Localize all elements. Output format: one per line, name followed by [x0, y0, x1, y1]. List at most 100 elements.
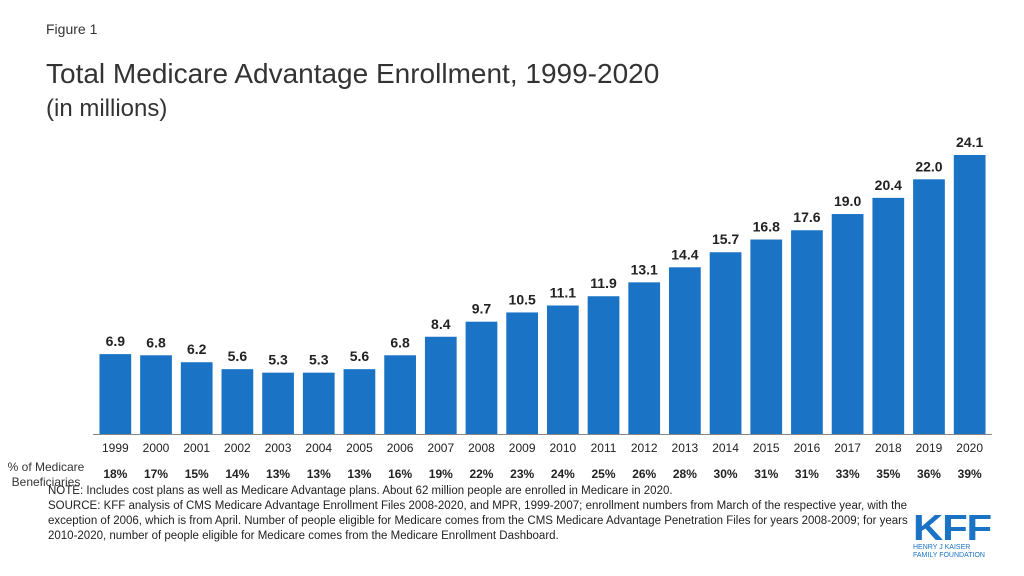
value-label-2005: 5.6 [350, 348, 370, 364]
x-tick-label-2001: 2001 [183, 441, 210, 455]
kff-logo: KFF HENRY J KAISER FAMILY FOUNDATION [913, 510, 992, 559]
value-label-2011: 11.9 [590, 275, 617, 291]
x-tick-label-2006: 2006 [387, 441, 414, 455]
value-label-2010: 11.1 [550, 284, 577, 300]
percent-label-2020: 39% [958, 467, 982, 481]
source-text: SOURCE: KFF analysis of CMS Medicare Adv… [48, 500, 908, 542]
chart-subtitle: (in millions) [46, 95, 168, 122]
percent-label-2014: 30% [714, 467, 738, 481]
note-text: NOTE: Includes cost plans as well as Med… [48, 485, 673, 497]
x-tick-label-2007: 2007 [427, 441, 454, 455]
percent-label-2004: 13% [307, 467, 331, 481]
value-label-2019: 22.0 [915, 158, 942, 174]
bar-2010 [546, 305, 579, 434]
percent-label-2010: 24% [551, 467, 575, 481]
logo-wordmark: KFF [913, 510, 991, 548]
x-tick-label-2010: 2010 [549, 441, 576, 455]
bar-chart: 6.9 1999 18% 6.8 2000 17% 6.2 2001 15% 5.6 2002 14%… [93, 134, 992, 481]
bar-2000 [140, 355, 172, 434]
percent-label-2001: 15% [185, 467, 209, 481]
value-label-2007: 8.4 [431, 316, 451, 332]
percent-row-label-line1: % of Medicare [7, 460, 85, 474]
percent-label-2012: 26% [632, 467, 656, 481]
bar-2004 [302, 372, 335, 434]
percent-label-2017: 33% [836, 467, 860, 481]
percent-label-2016: 31% [795, 467, 819, 481]
percent-label-2011: 25% [592, 467, 616, 481]
footnotes: NOTE: Includes cost plans as well as Med… [48, 484, 908, 544]
percent-row-label: % of Medicare Beneficiaries [0, 460, 92, 490]
percent-label-2015: 31% [754, 467, 778, 481]
bar-1999 [99, 354, 132, 434]
x-tick-label-2009: 2009 [509, 441, 536, 455]
x-tick-label-2000: 2000 [143, 441, 170, 455]
percent-label-2013: 28% [673, 467, 697, 481]
percent-label-2009: 23% [510, 467, 534, 481]
x-tick-label-1999: 1999 [102, 441, 129, 455]
x-tick-label-2005: 2005 [346, 441, 373, 455]
bar-2011 [587, 296, 620, 434]
x-tick-label-2003: 2003 [265, 441, 292, 455]
value-label-2012: 13.1 [631, 261, 658, 277]
bar-2016 [791, 230, 823, 434]
percent-label-2007: 19% [429, 467, 453, 481]
bar-2013 [669, 267, 701, 434]
chart-title: Total Medicare Advantage Enrollment, 199… [46, 58, 660, 89]
percent-row-label-line2: Beneficiaries [11, 475, 81, 489]
value-label-2015: 16.8 [753, 219, 780, 235]
x-tick-label-2013: 2013 [672, 441, 699, 455]
value-label-2020: 24.1 [956, 134, 983, 150]
bar-2019 [913, 179, 945, 434]
percent-label-1999: 18% [103, 467, 127, 481]
value-label-2006: 6.8 [390, 334, 410, 350]
percent-label-2002: 14% [225, 467, 249, 481]
value-label-2004: 5.3 [309, 352, 329, 368]
logo-line1: HENRY J KAISER [913, 544, 970, 551]
bar-2020 [953, 155, 986, 434]
x-tick-label-2008: 2008 [468, 441, 495, 455]
percent-label-2018: 35% [876, 467, 900, 481]
bar-2017 [831, 214, 864, 434]
bar-2012 [628, 282, 661, 434]
bar-2005 [343, 369, 376, 434]
figure-label: Figure 1 [46, 21, 98, 37]
x-tick-label-2011: 2011 [591, 441, 617, 455]
bar-2008 [465, 321, 498, 434]
value-label-2018: 20.4 [875, 177, 902, 193]
value-label-1999: 6.9 [106, 333, 126, 349]
x-tick-label-2012: 2012 [631, 441, 658, 455]
value-label-2000: 6.8 [146, 334, 166, 350]
bar-2001 [180, 362, 213, 434]
value-label-2002: 5.6 [228, 348, 248, 364]
bar-2014 [709, 252, 742, 434]
value-label-2013: 14.4 [671, 246, 698, 262]
percent-label-2019: 36% [917, 467, 941, 481]
x-tick-label-2020: 2020 [956, 441, 983, 455]
x-tick-label-2015: 2015 [753, 441, 780, 455]
bar-2009 [506, 312, 539, 434]
bar-2006 [384, 355, 416, 434]
x-tick-label-2017: 2017 [834, 441, 861, 455]
value-label-2008: 9.7 [472, 301, 492, 317]
value-label-2014: 15.7 [712, 231, 739, 247]
x-tick-label-2014: 2014 [712, 441, 739, 455]
x-tick-label-2018: 2018 [875, 441, 902, 455]
logo-line2: FAMILY FOUNDATION [913, 552, 985, 559]
bar-2007 [424, 336, 457, 434]
x-tick-label-2002: 2002 [224, 441, 251, 455]
percent-label-2006: 16% [388, 467, 412, 481]
percent-label-2005: 13% [347, 467, 371, 481]
percent-label-2000: 17% [144, 467, 168, 481]
percent-label-2003: 13% [266, 467, 290, 481]
bar-2002 [221, 369, 254, 434]
bar-2018 [872, 197, 905, 434]
bar-2003 [262, 372, 294, 434]
value-label-2017: 19.0 [834, 193, 861, 209]
value-label-2003: 5.3 [268, 352, 288, 368]
x-tick-label-2004: 2004 [305, 441, 332, 455]
bar-2015 [750, 239, 783, 434]
value-label-2009: 10.5 [509, 291, 536, 307]
value-label-2016: 17.6 [793, 209, 820, 225]
percent-label-2008: 22% [469, 467, 493, 481]
x-tick-label-2016: 2016 [794, 441, 821, 455]
